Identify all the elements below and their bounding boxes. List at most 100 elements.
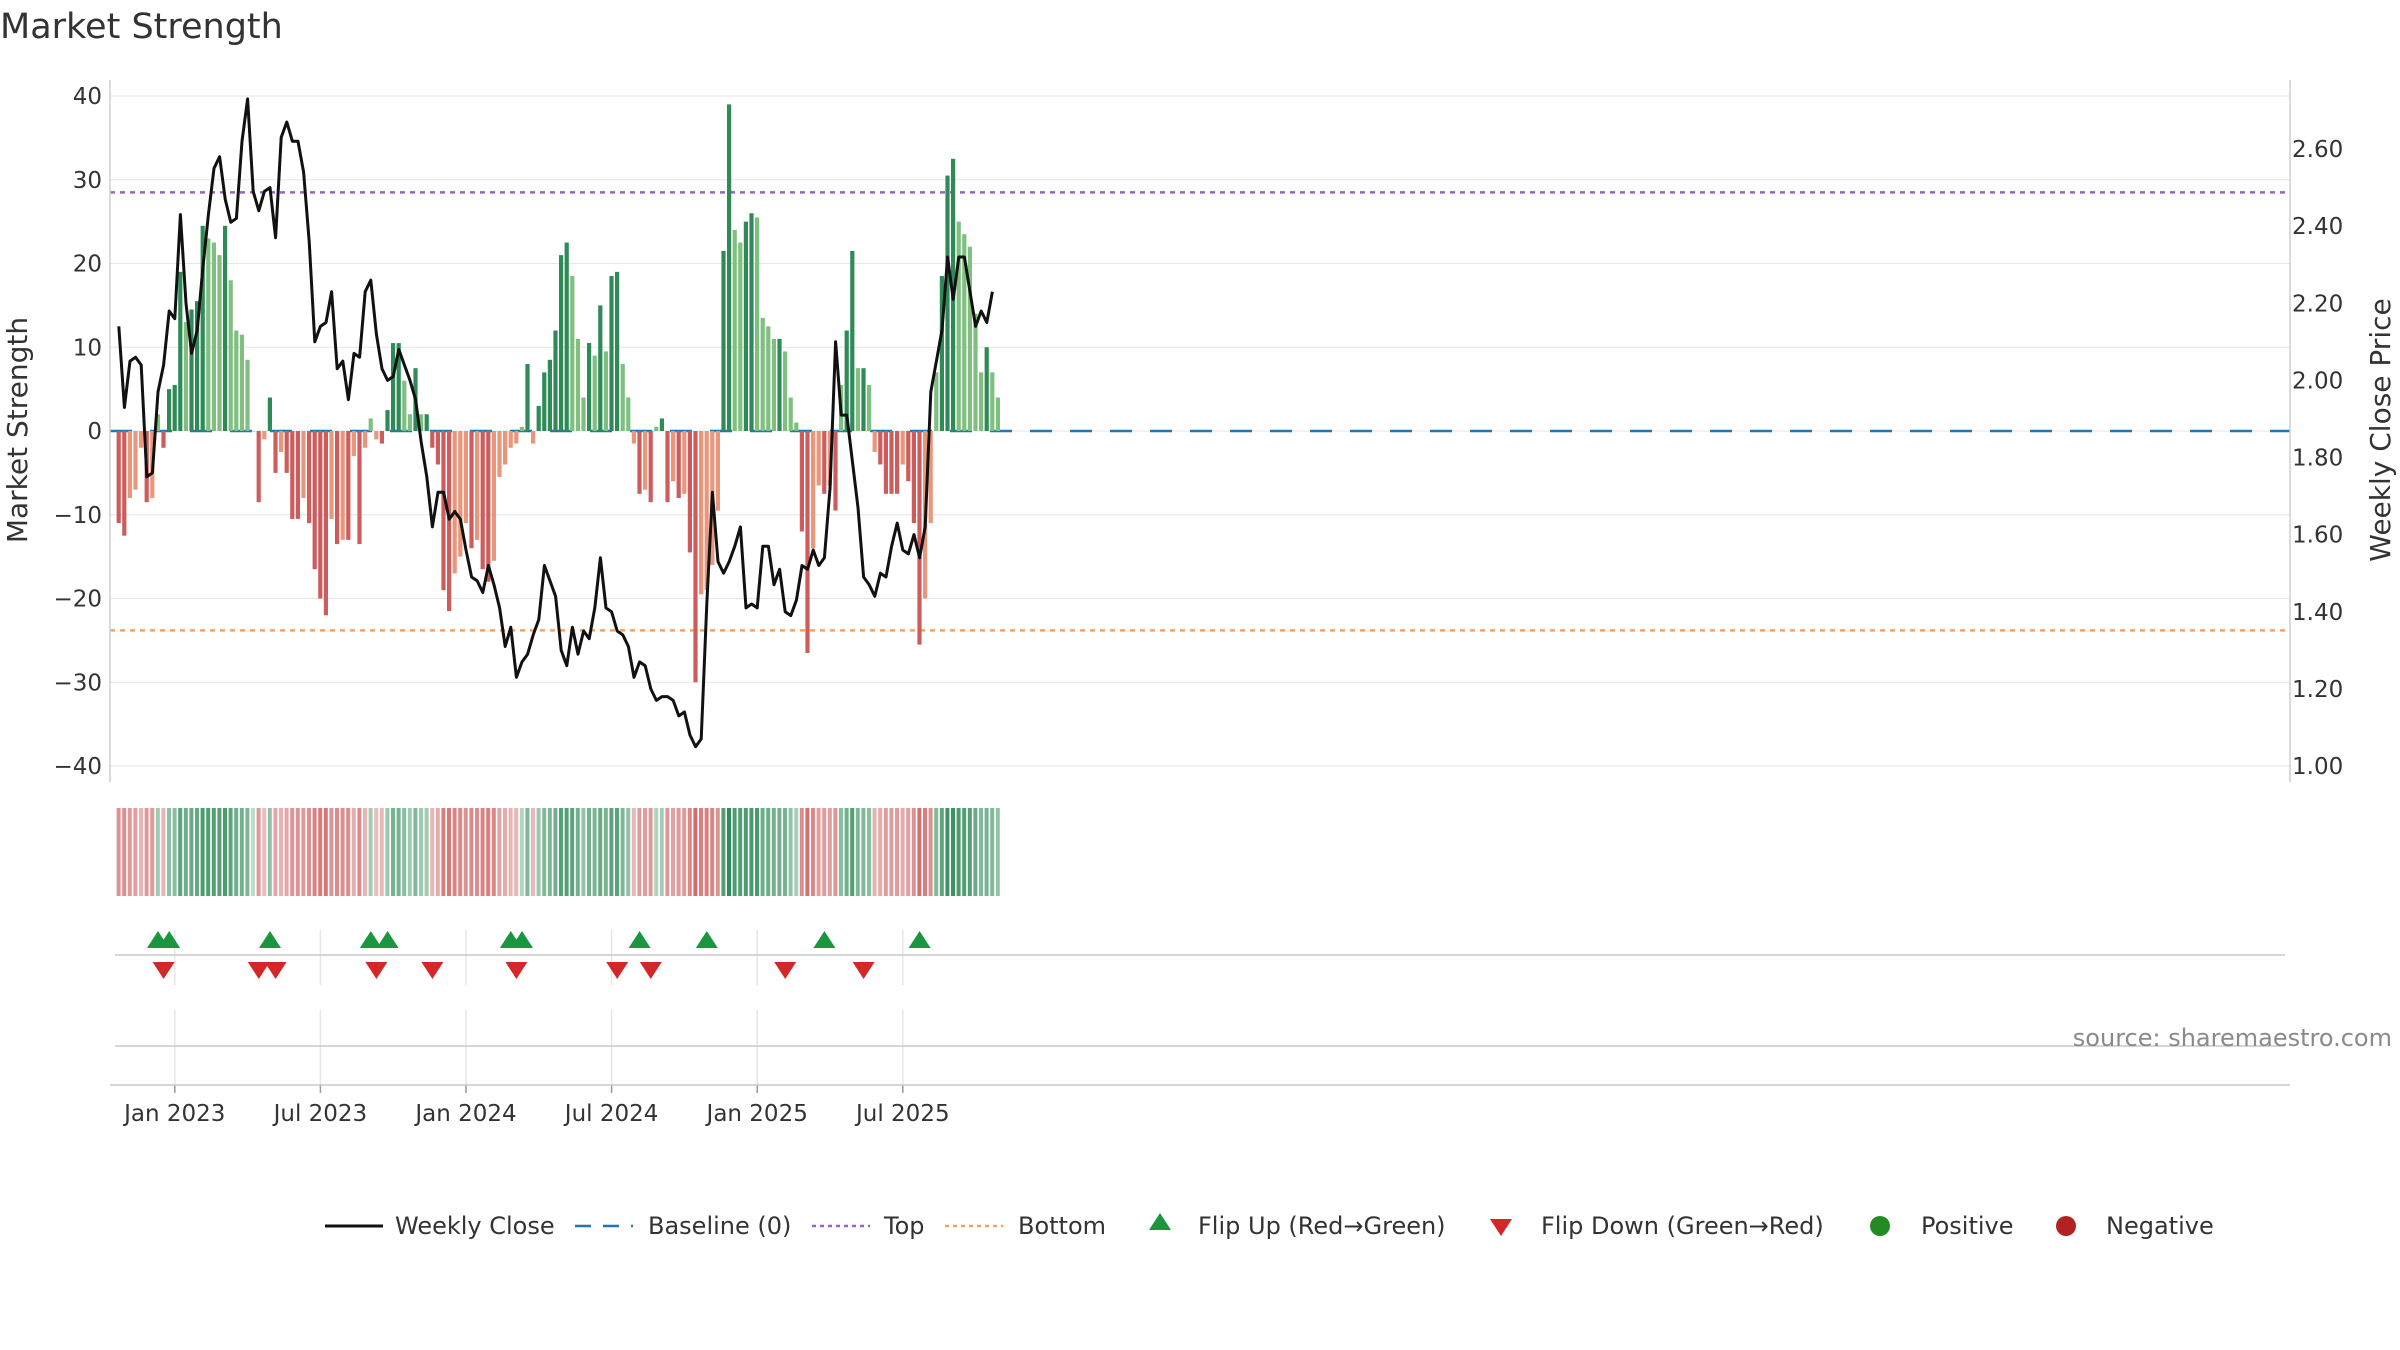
heat-cell bbox=[458, 808, 463, 896]
heat-cell bbox=[463, 808, 468, 896]
heat-cell bbox=[251, 808, 255, 896]
strength-bar bbox=[665, 431, 670, 503]
y-tick-label: −10 bbox=[53, 503, 102, 529]
heat-cell bbox=[200, 808, 205, 896]
heat-cell bbox=[273, 808, 278, 896]
strength-bar bbox=[721, 250, 726, 431]
heat-cell bbox=[749, 808, 754, 896]
y2-tick-label: 1.00 bbox=[2292, 754, 2343, 780]
y2-tick-label: 1.60 bbox=[2292, 523, 2343, 549]
strength-bar bbox=[447, 431, 452, 612]
strength-bar bbox=[547, 359, 552, 431]
heat-cell bbox=[396, 808, 401, 896]
heat-cell bbox=[822, 808, 827, 896]
heat-cell bbox=[559, 808, 563, 896]
heat-cell bbox=[609, 808, 614, 896]
strength-bar bbox=[273, 431, 278, 473]
strength-bar bbox=[424, 414, 429, 431]
heat-cell bbox=[234, 808, 239, 896]
strength-bar bbox=[211, 242, 216, 431]
heat-cell bbox=[710, 808, 715, 896]
heat-cell bbox=[945, 808, 950, 896]
heat-cell bbox=[368, 808, 373, 896]
strength-bar bbox=[463, 431, 468, 524]
y-tick-label: 0 bbox=[87, 419, 102, 445]
heat-cell bbox=[855, 808, 860, 896]
strength-bar bbox=[396, 343, 401, 431]
strength-bar bbox=[995, 397, 1000, 431]
axes: 40 30 20 10 0 −10 −20 −30 −40 2.60 2.40 2.20 2.00 1.8… bbox=[53, 80, 2343, 1127]
strength-bar bbox=[441, 431, 446, 591]
strength-bar bbox=[161, 431, 166, 448]
heat-cell bbox=[469, 808, 474, 896]
heat-cell bbox=[435, 808, 440, 896]
strength-bar bbox=[419, 414, 424, 431]
heat-cell bbox=[211, 808, 216, 896]
heat-cell bbox=[374, 808, 379, 896]
y2-tick-label: 2.60 bbox=[2292, 137, 2343, 163]
heat-cell bbox=[172, 808, 177, 896]
strength-bar bbox=[379, 431, 384, 444]
heat-cell bbox=[833, 808, 838, 896]
strength-bar bbox=[458, 431, 463, 557]
heat-cell bbox=[340, 808, 345, 896]
heat-cell bbox=[295, 808, 300, 896]
heat-cell bbox=[805, 808, 810, 896]
strength-bar bbox=[452, 431, 457, 574]
heat-cell bbox=[262, 808, 267, 896]
heat-cell bbox=[519, 808, 524, 896]
strength-bar bbox=[351, 431, 356, 457]
heat-cell bbox=[497, 808, 502, 896]
y-tick-label: 30 bbox=[73, 168, 102, 194]
strength-bar bbox=[889, 431, 894, 494]
heat-cell bbox=[654, 808, 659, 896]
legend-label-bottom: Bottom bbox=[1018, 1212, 1106, 1240]
strength-bar bbox=[900, 431, 905, 465]
heat-cell bbox=[867, 808, 871, 896]
heat-cell bbox=[514, 808, 519, 896]
flip-down-marker bbox=[365, 962, 388, 979]
heat-cell bbox=[430, 808, 435, 896]
strength-bar bbox=[301, 431, 306, 498]
flip-down-marker bbox=[852, 962, 875, 979]
strength-bar bbox=[934, 372, 939, 431]
heat-cell bbox=[827, 808, 832, 896]
heat-cell bbox=[553, 808, 558, 896]
strength-bar bbox=[687, 431, 692, 553]
heat-cell bbox=[620, 808, 625, 896]
strength-bar bbox=[139, 431, 144, 448]
heat-cell bbox=[906, 808, 911, 896]
strength-bar bbox=[766, 326, 771, 431]
heat-cell bbox=[984, 808, 989, 896]
heat-cell bbox=[872, 808, 877, 896]
strength-bar bbox=[385, 410, 390, 431]
strength-bar bbox=[872, 431, 877, 452]
legend-label-top: Top bbox=[883, 1212, 925, 1240]
strength-bar bbox=[928, 431, 933, 524]
y-tick-label: 20 bbox=[73, 252, 102, 278]
strength-bar bbox=[844, 330, 849, 431]
heat-cell bbox=[407, 808, 412, 896]
heat-cell bbox=[167, 808, 171, 896]
strength-bar bbox=[234, 330, 239, 431]
legend-swatch-flip-down bbox=[1490, 1219, 1512, 1236]
strength-bar bbox=[743, 221, 748, 431]
heat-cell bbox=[223, 808, 227, 896]
strength-bar bbox=[592, 355, 597, 431]
heat-cell bbox=[794, 808, 799, 896]
heat-cell bbox=[419, 808, 423, 896]
strength-bar bbox=[760, 317, 765, 431]
chart-title: Market Strength bbox=[0, 7, 283, 47]
strength-bar bbox=[637, 431, 642, 494]
heat-cell bbox=[228, 808, 233, 896]
strength-bars bbox=[116, 104, 1000, 683]
heat-cell bbox=[318, 808, 323, 896]
heat-cell bbox=[598, 808, 603, 896]
heat-cell bbox=[917, 808, 922, 896]
strength-bar bbox=[811, 431, 816, 549]
heat-cell bbox=[878, 808, 883, 896]
heat-cell bbox=[895, 808, 899, 896]
heat-cell bbox=[391, 808, 395, 896]
strength-bar bbox=[475, 431, 480, 540]
heat-cell bbox=[525, 808, 530, 896]
